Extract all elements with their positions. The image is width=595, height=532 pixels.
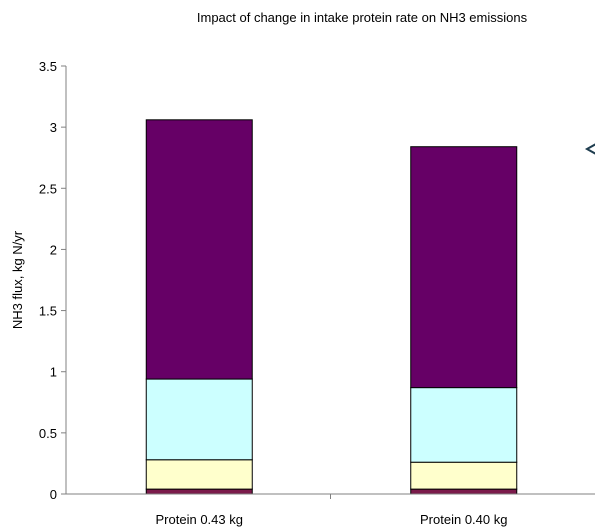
x-category-label: Protein 0.43 kg bbox=[156, 512, 243, 527]
bar-segment bbox=[411, 147, 517, 388]
y-axis-label: NH3 flux, kg N/yr bbox=[10, 230, 25, 329]
y-tick-label: 1.5 bbox=[39, 304, 57, 319]
partial-legend-marker bbox=[587, 144, 595, 154]
y-tick-label: 0 bbox=[50, 487, 57, 502]
y-tick-label: 2 bbox=[50, 242, 57, 257]
x-category-label: Protein 0.40 kg bbox=[420, 512, 507, 527]
y-tick-label: 2.5 bbox=[39, 181, 57, 196]
y-tick-label: 1 bbox=[50, 365, 57, 380]
chart-title: Impact of change in intake protein rate … bbox=[197, 10, 528, 25]
bar-segment bbox=[146, 489, 252, 494]
y-tick-label: 3.5 bbox=[39, 59, 57, 74]
bar-segment bbox=[146, 460, 252, 489]
bars-group bbox=[146, 120, 517, 494]
bar-segment bbox=[411, 489, 517, 494]
y-tick-label: 3 bbox=[50, 120, 57, 135]
bar-segment bbox=[146, 379, 252, 460]
bar-segment bbox=[411, 388, 517, 463]
bar-segment bbox=[146, 120, 252, 379]
y-tick-label: 0.5 bbox=[39, 426, 57, 441]
bar-segment bbox=[411, 462, 517, 489]
